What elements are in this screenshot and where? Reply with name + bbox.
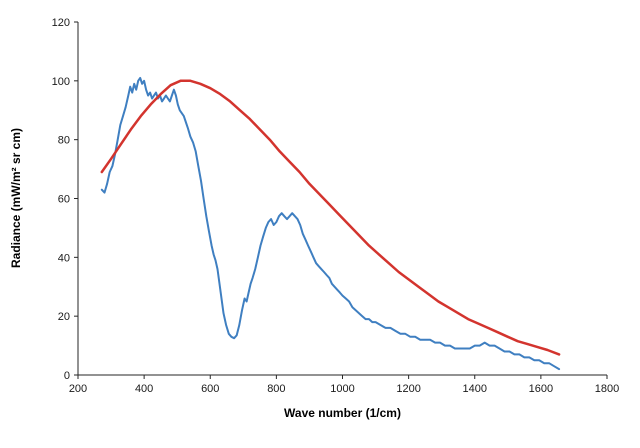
x-tick-label: 600 [201,383,219,395]
x-tick-label: 1600 [529,383,553,395]
y-tick-label: 100 [52,76,70,88]
y-tick-label: 120 [52,17,70,29]
x-tick-label: 800 [267,383,285,395]
y-axis-title: Radiance (mW/m² sr cm) [9,127,23,269]
y-tick-label: 80 [58,135,70,147]
x-tick-label: 200 [69,383,87,395]
y-tick-label: 0 [64,370,70,382]
x-tick-label: 1800 [595,383,619,395]
series-smooth-blackbody-curve-line [100,79,561,356]
y-tick-label: 20 [58,311,70,323]
x-tick-label: 1000 [330,383,354,395]
x-tick-label: 400 [135,383,153,395]
y-tick-label: 40 [58,252,70,264]
x-tick-label: 1200 [396,383,420,395]
x-tick-label: 1400 [463,383,487,395]
x-axis-title: Wave number (1/cm) [284,406,401,420]
y-tick-label: 60 [58,194,70,206]
